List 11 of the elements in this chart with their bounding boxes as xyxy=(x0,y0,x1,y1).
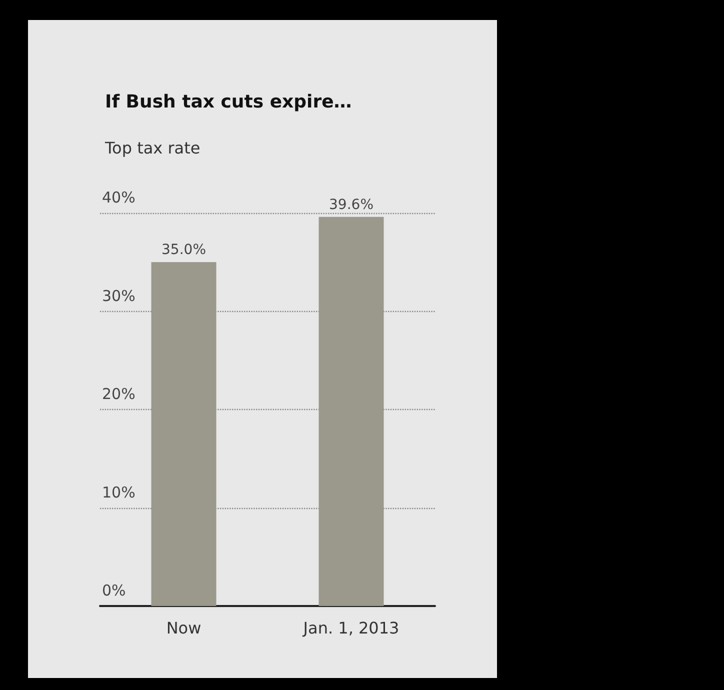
y-tick-label: 30% xyxy=(102,286,136,305)
data-label: 35.0% xyxy=(162,242,206,258)
chart-subtitle: Top tax rate xyxy=(104,138,200,158)
y-tick-label: 0% xyxy=(102,582,126,600)
x-tick-label: Now xyxy=(166,618,202,638)
y-tick-label: 20% xyxy=(102,385,136,403)
y-tick-label: 40% xyxy=(102,188,136,206)
data-label: 39.6% xyxy=(329,196,374,213)
y-tick-label: 10% xyxy=(102,483,136,502)
chart-title: If Bush tax cuts expire… xyxy=(105,92,352,112)
x-tick-label: Jan. 1, 2013 xyxy=(302,618,400,638)
